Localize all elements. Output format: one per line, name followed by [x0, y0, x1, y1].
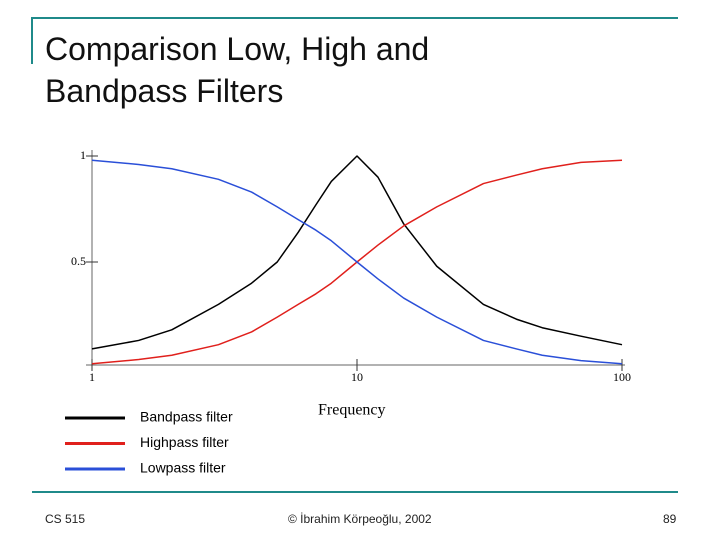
footer-left: CS 515	[45, 512, 86, 526]
legend-label: Lowpass filter	[140, 460, 226, 476]
slide-title: Comparison Low, High and Bandpass Filter…	[45, 31, 430, 109]
x-tick-label: 10	[351, 370, 363, 384]
y-tick-label: 0.5	[71, 254, 86, 268]
x-axis-label: Frequency	[318, 402, 386, 419]
line-series	[91, 159, 623, 365]
x-tick-label: 1	[89, 370, 95, 384]
page-number: 89	[663, 512, 677, 526]
footer-center: © İbrahim Körpeoğlu, 2002	[288, 512, 432, 526]
x-tick-label: 100	[613, 370, 631, 384]
y-tick-label: 1	[80, 148, 86, 162]
line-series	[91, 159, 623, 365]
legend-label: Bandpass filter	[140, 409, 233, 425]
line-series	[91, 155, 623, 350]
legend-label: Highpass filter	[140, 434, 229, 450]
